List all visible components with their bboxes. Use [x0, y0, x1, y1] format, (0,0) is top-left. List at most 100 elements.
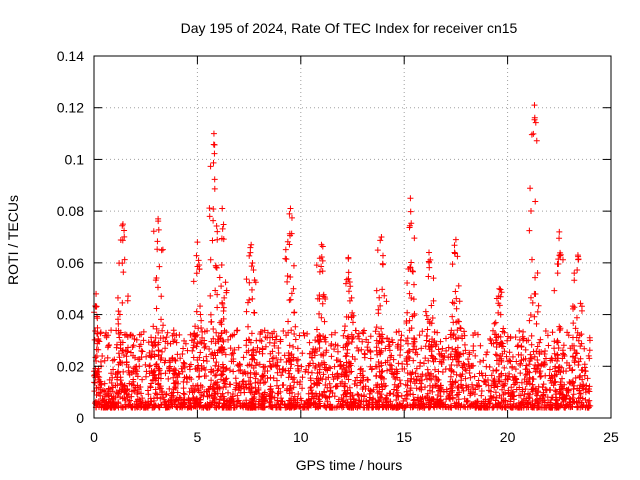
data-point: [294, 345, 301, 352]
data-point: [428, 302, 435, 309]
data-point: [147, 398, 154, 405]
data-point: [560, 398, 567, 405]
data-point: [256, 361, 263, 368]
data-point: [354, 374, 361, 381]
data-point: [214, 367, 221, 374]
data-point: [551, 379, 558, 386]
data-point: [575, 362, 582, 369]
data-point: [213, 404, 220, 411]
data-point: [190, 354, 197, 361]
data-point: [214, 349, 221, 356]
data-point: [95, 384, 102, 391]
data-point: [495, 361, 502, 368]
data-point: [260, 363, 267, 370]
data-point: [119, 381, 126, 388]
data-point: [191, 388, 198, 395]
data-point: [423, 376, 430, 383]
data-point: [254, 344, 261, 351]
data-point: [116, 334, 123, 341]
data-point: [535, 363, 542, 370]
data-point: [331, 363, 338, 370]
data-point: [243, 349, 250, 356]
data-point: [551, 350, 558, 357]
data-point: [120, 269, 127, 276]
data-point: [252, 401, 259, 408]
data-point: [150, 376, 157, 383]
data-point: [576, 332, 583, 339]
data-point: [126, 380, 133, 387]
data-point: [117, 393, 124, 400]
data-point: [499, 386, 506, 393]
data-point: [430, 397, 437, 404]
data-point: [452, 335, 459, 342]
data-point: [206, 213, 213, 220]
data-point: [515, 342, 522, 349]
data-point: [442, 335, 449, 342]
data-point: [470, 362, 477, 369]
data-point: [216, 403, 223, 410]
data-point: [527, 185, 534, 192]
data-point: [93, 392, 100, 399]
data-point: [321, 402, 328, 409]
data-point: [273, 363, 280, 370]
data-point: [574, 266, 581, 273]
data-point: [161, 359, 168, 366]
data-point: [100, 397, 107, 404]
data-point: [162, 345, 169, 352]
data-point: [497, 293, 504, 300]
data-point: [130, 365, 137, 372]
data-point: [281, 401, 288, 408]
data-point: [376, 388, 383, 395]
data-point: [109, 357, 116, 364]
data-point: [432, 342, 439, 349]
data-point: [410, 357, 417, 364]
data-point: [504, 337, 511, 344]
data-point: [140, 337, 147, 344]
data-point: [436, 388, 443, 395]
data-point: [537, 373, 544, 380]
data-point: [275, 345, 282, 352]
data-point: [397, 380, 404, 387]
data-point: [416, 385, 423, 392]
data-point: [207, 311, 214, 318]
data-point: [419, 393, 426, 400]
data-point: [154, 284, 161, 291]
data-point: [219, 205, 226, 212]
data-point: [388, 352, 395, 359]
data-point: [571, 270, 578, 277]
data-point: [437, 338, 444, 345]
data-point: [210, 395, 217, 402]
data-point: [139, 376, 146, 383]
data-point: [261, 389, 268, 396]
data-point: [214, 236, 221, 243]
data-point: [374, 390, 381, 397]
data-point: [561, 381, 568, 388]
data-point: [367, 387, 374, 394]
data-point: [490, 367, 497, 374]
data-point: [448, 327, 455, 334]
data-point: [407, 208, 414, 215]
data-point: [321, 294, 328, 301]
data-point: [454, 253, 461, 260]
data-point: [497, 286, 504, 293]
data-point: [197, 303, 204, 310]
data-point: [378, 333, 385, 340]
data-point: [580, 402, 587, 409]
y-axis-label: ROTI / TECUs: [5, 195, 21, 285]
data-point: [169, 403, 176, 410]
data-point: [528, 256, 535, 263]
data-point: [282, 246, 289, 253]
data-point: [557, 326, 564, 333]
data-point: [452, 288, 459, 295]
data-point: [180, 390, 187, 397]
data-point: [164, 404, 171, 411]
data-point: [225, 336, 232, 343]
data-point: [216, 274, 223, 281]
data-point: [101, 357, 108, 364]
data-point: [363, 397, 369, 404]
data-point: [130, 378, 137, 385]
data-point: [556, 228, 563, 235]
data-point: [487, 337, 494, 344]
data-point: [451, 402, 458, 409]
data-point: [169, 354, 176, 361]
